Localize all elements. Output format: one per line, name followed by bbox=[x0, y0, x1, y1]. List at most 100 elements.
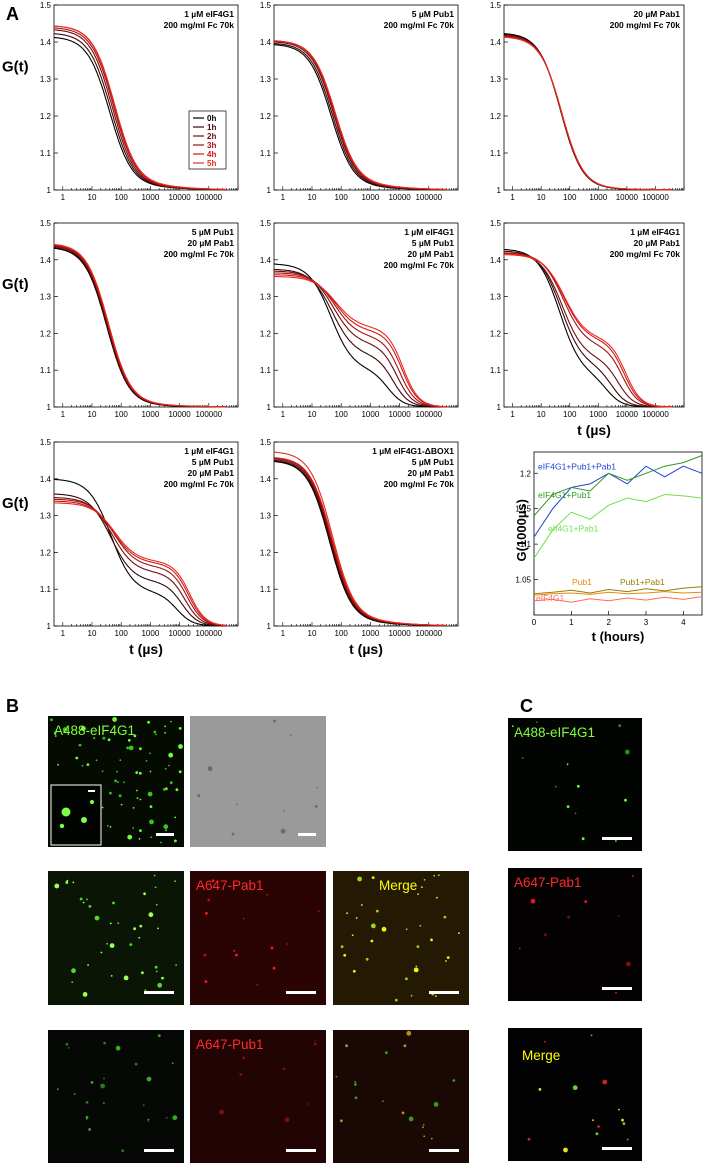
micrograph-c3: Merge bbox=[508, 1028, 642, 1161]
x-tick-label: 1000 bbox=[361, 629, 379, 638]
particle-dot bbox=[90, 1081, 94, 1084]
y-tick-label: 1.3 bbox=[40, 293, 52, 302]
x-tick-label: 100 bbox=[335, 193, 349, 202]
legend-entry: 3h bbox=[207, 141, 216, 150]
particle-dot bbox=[574, 812, 577, 815]
series-line-3h bbox=[503, 35, 673, 191]
particle-dot bbox=[421, 886, 423, 888]
annotation-line: 1 µM eIF4G1-ΔBOX1 bbox=[372, 446, 454, 456]
series-line-5h bbox=[273, 40, 447, 190]
y-tick-label: 1.4 bbox=[40, 38, 52, 47]
micrograph-image bbox=[48, 871, 184, 1005]
particle-dot bbox=[178, 770, 182, 774]
particle-dot bbox=[80, 726, 86, 731]
particle-dot bbox=[235, 953, 238, 957]
particle-dot bbox=[313, 1042, 317, 1046]
particle-dot bbox=[139, 829, 142, 832]
particle-dot bbox=[100, 951, 103, 954]
particle-dot bbox=[132, 827, 135, 829]
y-tick-label: 1.4 bbox=[40, 475, 52, 484]
particle-dot bbox=[109, 943, 115, 948]
micrograph-c2: A647-Pab1 bbox=[508, 868, 642, 1001]
x-tick-label: 10 bbox=[537, 193, 546, 202]
particle-dot bbox=[155, 970, 158, 973]
particle-dot bbox=[375, 909, 379, 913]
particle-dot bbox=[106, 825, 109, 827]
particle-dot bbox=[115, 1045, 121, 1051]
series-line-4h bbox=[503, 252, 673, 408]
particle-dot bbox=[205, 912, 208, 915]
particle-dot bbox=[203, 953, 207, 957]
series-line-1h bbox=[53, 246, 227, 408]
y-axis-label: G(t) bbox=[2, 59, 29, 76]
particle-dot bbox=[408, 1116, 414, 1122]
particle-dot bbox=[90, 800, 94, 804]
particle-dot bbox=[54, 883, 60, 889]
y-tick-label: 1.2 bbox=[490, 329, 502, 338]
particle-dot bbox=[145, 760, 148, 762]
annotation-line: 200 mg/ml Fc 70k bbox=[384, 260, 455, 270]
particle-dot bbox=[405, 928, 408, 931]
particle-dot bbox=[82, 901, 85, 904]
particle-dot bbox=[401, 1111, 405, 1115]
particle-dot bbox=[136, 797, 139, 799]
series-line-2h bbox=[54, 497, 227, 627]
scale-bar bbox=[298, 833, 316, 836]
particle-dot bbox=[117, 781, 119, 783]
y-tick-label: 1.5 bbox=[40, 438, 52, 447]
annotation-line: 1 µM eIF4G1 bbox=[184, 9, 234, 19]
particle-dot bbox=[621, 1118, 624, 1122]
particle-dot bbox=[106, 942, 108, 945]
y-tick-label: 1.2 bbox=[260, 548, 272, 557]
particle-dot bbox=[72, 881, 75, 884]
particle-dot bbox=[65, 1042, 69, 1046]
particle-dot bbox=[153, 874, 156, 877]
particle-dot bbox=[117, 922, 120, 924]
particle-dot bbox=[81, 817, 87, 823]
y-tick-label: 1.5 bbox=[490, 219, 502, 228]
scale-bar bbox=[156, 833, 174, 836]
x-tick-label: 100000 bbox=[195, 410, 222, 419]
particle-dot bbox=[403, 1044, 407, 1048]
particle-dot bbox=[351, 934, 354, 937]
particle-dot bbox=[436, 896, 438, 899]
particle-dot bbox=[147, 791, 153, 797]
x-tick-label: 1000 bbox=[141, 629, 159, 638]
particle-dot bbox=[283, 809, 286, 812]
x-tick-label: 1 bbox=[510, 410, 515, 419]
series-line bbox=[533, 493, 703, 559]
y-tick-label: 1.1 bbox=[260, 366, 272, 375]
particle-dot bbox=[615, 840, 617, 842]
particle-dot bbox=[133, 927, 137, 931]
annotation-line: 200 mg/ml Fc 70k bbox=[610, 20, 681, 30]
x-tick-label: 100000 bbox=[195, 193, 222, 202]
particle-dot bbox=[169, 781, 173, 784]
particle-dot bbox=[78, 743, 82, 747]
series-line bbox=[533, 596, 703, 603]
x-tick-label: 10000 bbox=[388, 193, 411, 202]
particle-dot bbox=[171, 1062, 174, 1065]
x-axis-label: t (hours) bbox=[592, 629, 645, 644]
particle-dot bbox=[136, 789, 138, 792]
y-tick-label: 1.3 bbox=[260, 512, 272, 521]
x-tick-label: 10 bbox=[537, 410, 546, 419]
particle-dot bbox=[123, 975, 129, 981]
particle-dot bbox=[422, 1123, 425, 1126]
annotation-line: 20 µM Pab1 bbox=[188, 468, 235, 478]
particle-dot bbox=[103, 1077, 105, 1080]
particle-dot bbox=[164, 767, 167, 770]
plot-frame bbox=[273, 4, 459, 191]
micrograph-b2 bbox=[190, 716, 326, 847]
x-tick-label: 1000 bbox=[589, 193, 607, 202]
particle-dot bbox=[148, 912, 154, 918]
particle-dot bbox=[572, 1085, 578, 1091]
x-tick-label: 100000 bbox=[415, 629, 442, 638]
particle-dot bbox=[242, 917, 245, 920]
particle-dot bbox=[538, 1088, 542, 1091]
particle-dot bbox=[168, 752, 174, 758]
particle-dot bbox=[147, 1120, 150, 1122]
y-tick-label: 1.3 bbox=[490, 293, 502, 302]
particle-dot bbox=[617, 915, 620, 917]
annotation-line: 20 µM Pab1 bbox=[408, 468, 455, 478]
